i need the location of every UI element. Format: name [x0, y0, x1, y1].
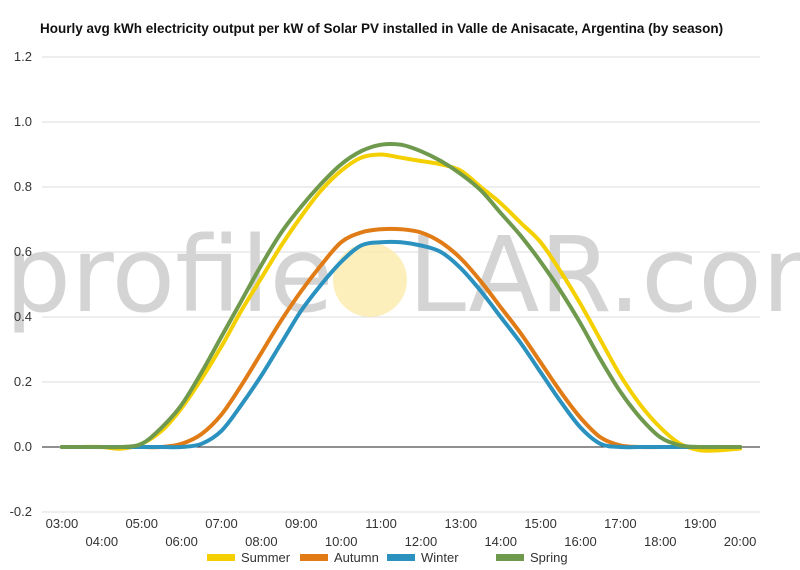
x-tick-label: 07:00: [205, 516, 238, 531]
x-tick-label: 09:00: [285, 516, 318, 531]
legend-label-summer: Summer: [241, 550, 291, 565]
legend-swatch-spring: [496, 554, 524, 561]
x-axis: 03:00 04:00 05:00 06:00 07:00 08:00 09:00 10:00…: [46, 516, 757, 549]
x-tick-label: 18:00: [644, 534, 677, 549]
legend-label-spring: Spring: [530, 550, 568, 565]
watermark-sun-icon: [333, 243, 407, 317]
x-tick-label: 12:00: [405, 534, 438, 549]
y-tick-label: 1.0: [14, 114, 32, 129]
chart-title: Hourly avg kWh electricity output per kW…: [40, 21, 723, 36]
x-tick-label: 05:00: [125, 516, 158, 531]
y-tick-label: 0.6: [14, 244, 32, 259]
legend-swatch-autumn: [300, 554, 328, 561]
x-tick-label: 13:00: [445, 516, 478, 531]
x-tick-label: 03:00: [46, 516, 79, 531]
watermark: profile LAR.com: [5, 214, 800, 336]
y-tick-label: -0.2: [10, 504, 32, 519]
legend-label-winter: Winter: [421, 550, 459, 565]
x-tick-label: 16:00: [564, 534, 597, 549]
series-line-winter: [59, 239, 743, 450]
x-tick-label: 11:00: [365, 516, 397, 531]
x-tick-label: 20:00: [724, 534, 757, 549]
legend-swatch-winter: [387, 554, 415, 561]
y-tick-label: 0.2: [14, 374, 32, 389]
x-tick-label: 10:00: [325, 534, 358, 549]
y-tick-label: 0.8: [14, 179, 32, 194]
x-tick-label: 14:00: [484, 534, 517, 549]
x-tick-label: 04:00: [86, 534, 119, 549]
y-tick-label: 0.0: [14, 439, 32, 454]
x-tick-label: 15:00: [524, 516, 557, 531]
legend-swatch-summer: [207, 554, 235, 561]
x-tick-label: 17:00: [604, 516, 637, 531]
series-line-summer: [59, 152, 743, 453]
y-tick-label: 1.2: [14, 49, 32, 64]
x-tick-label: 19:00: [684, 516, 717, 531]
legend: Summer Autumn Winter Spring: [207, 550, 568, 565]
series-line-spring: [59, 141, 743, 450]
legend-label-autumn: Autumn: [334, 550, 379, 565]
y-axis: -0.2 0.0 0.2 0.4 0.6 0.8 1.0 1.2: [10, 49, 32, 519]
series-group: [59, 141, 743, 453]
x-tick-label: 08:00: [245, 534, 278, 549]
y-tick-label: 0.4: [14, 309, 32, 324]
x-tick-label: 06:00: [165, 534, 198, 549]
